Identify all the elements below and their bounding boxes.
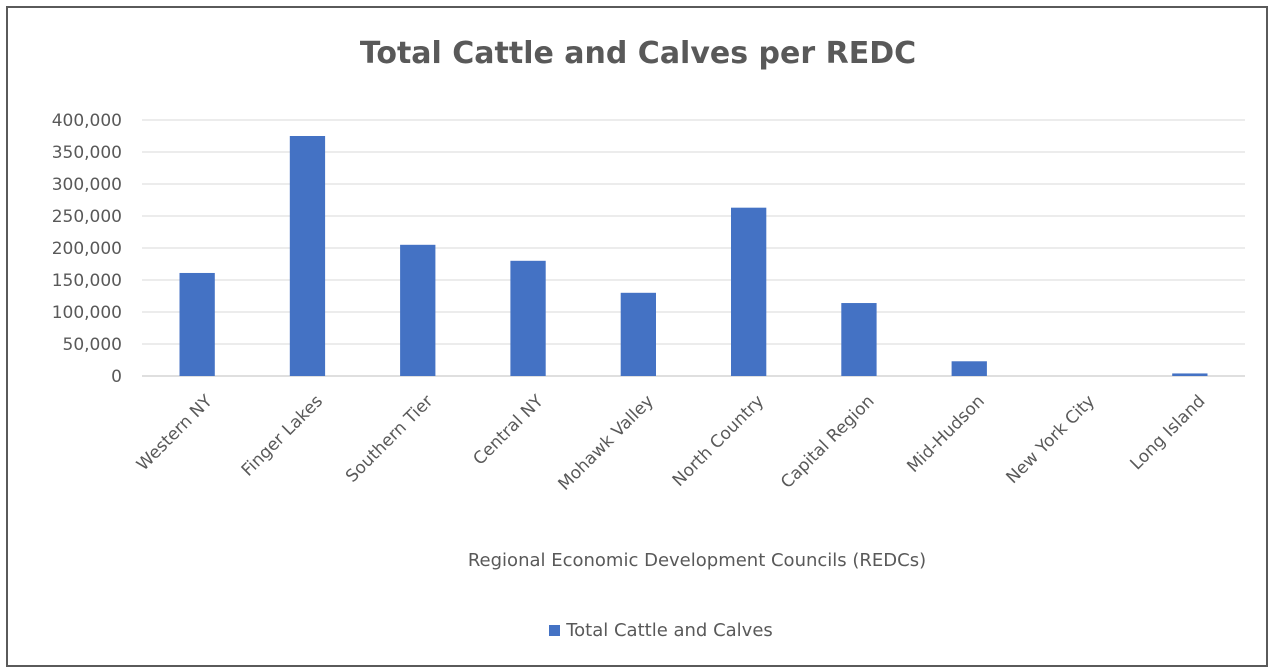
bar [510,260,546,376]
bar [620,292,656,376]
y-tick-label: 150,000 [52,271,122,291]
x-tick-label: Western NY [133,391,217,475]
x-tick-label: Mid-Hudson [903,391,988,476]
y-tick-label: 200,000 [52,239,122,259]
legend-label: Total Cattle and Calves [566,620,773,641]
x-tick-label: Mohawk Valley [555,391,658,494]
y-tick-label: 50,000 [63,335,122,355]
bar [1172,373,1208,376]
x-tick-label: North Country [669,391,768,490]
y-tick-label: 400,000 [52,111,122,131]
bar [841,303,877,376]
x-axis-ticks: Western NY Finger Lakes Southern Tier Centr… [133,391,1209,495]
y-tick-label: 100,000 [52,303,122,323]
chart-title: Total Cattle and Calves per REDC [359,36,917,71]
x-tick-label: Capital Region [777,391,878,492]
y-axis-ticks: 0 50,000 100,000 150,000 200,000 250,000 300,0… [52,111,122,387]
bar [289,136,326,376]
x-axis-title: Regional Economic Development Councils (… [467,550,927,571]
x-tick-label: Southern Tier [342,391,437,486]
x-tick-label: Central NY [470,391,549,470]
y-tick-label: 300,000 [52,175,122,195]
bar [951,361,987,376]
bar [400,244,436,376]
x-tick-label: New York City [1003,391,1100,488]
y-tick-label: 250,000 [52,207,122,227]
legend: Total Cattle and Calves [0,620,1276,641]
legend-swatch [549,625,561,636]
gridlines [142,119,1245,377]
bar [731,207,767,376]
y-tick-label: 350,000 [52,143,122,163]
x-tick-label: Finger Lakes [238,391,327,480]
y-tick-label: 0 [111,367,122,387]
bar [179,272,215,376]
bars [179,136,1208,376]
x-tick-label: Long Island [1127,391,1210,474]
